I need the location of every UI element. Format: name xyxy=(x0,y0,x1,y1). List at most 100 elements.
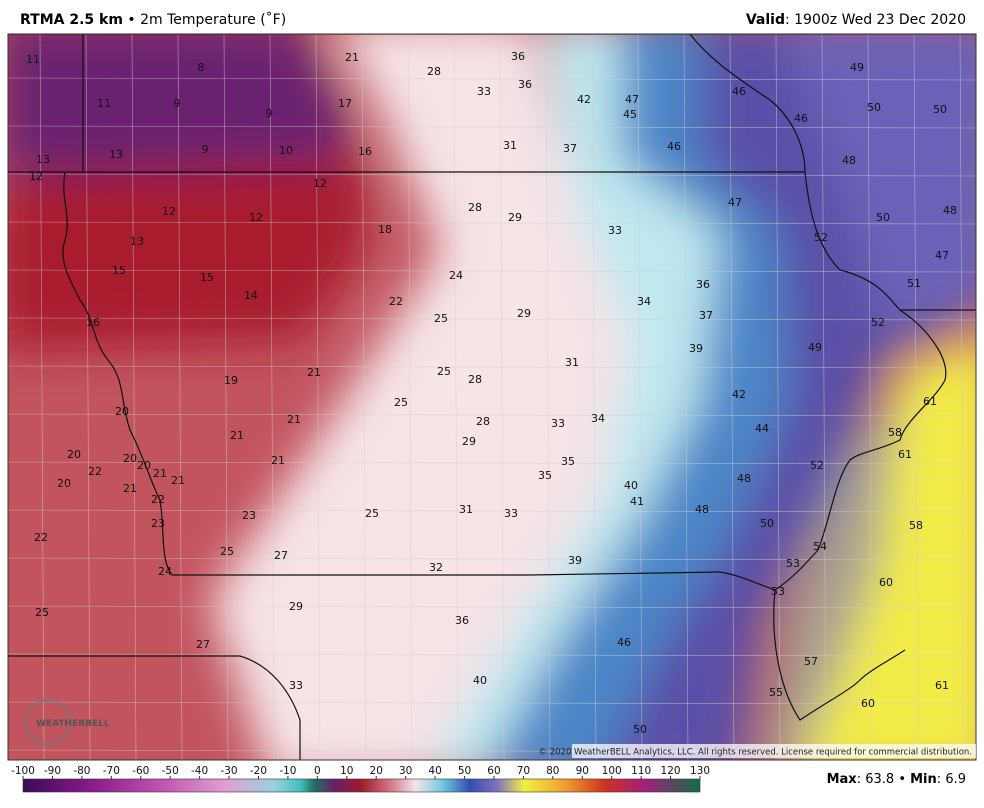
station-value: 36 xyxy=(511,50,525,63)
header: RTMA 2.5 km • 2m Temperature (˚F) Valid:… xyxy=(0,0,984,34)
station-value: 11 xyxy=(26,53,40,66)
station-value: 18 xyxy=(378,223,392,236)
colorbar-tick-label: 0 xyxy=(314,765,321,777)
station-value: 13 xyxy=(130,235,144,248)
station-value: 20 xyxy=(67,448,81,461)
station-value: 15 xyxy=(200,271,214,284)
station-value: 33 xyxy=(551,417,565,430)
county-line xyxy=(39,34,45,760)
station-value: 47 xyxy=(625,93,639,106)
station-value: 12 xyxy=(249,211,263,224)
station-value: 27 xyxy=(196,638,210,651)
station-value: 39 xyxy=(689,342,703,355)
station-value: 16 xyxy=(86,316,100,329)
min-label: Min xyxy=(910,772,937,787)
logo: WEATHERBELL xyxy=(24,698,110,746)
borders xyxy=(8,34,976,760)
station-value: 50 xyxy=(867,101,881,114)
copyright-bg xyxy=(572,744,976,758)
station-value: 37 xyxy=(699,309,713,322)
station-value: 24 xyxy=(158,565,172,578)
station-value: 48 xyxy=(695,503,709,516)
station-value: 35 xyxy=(538,469,552,482)
station-value: 28 xyxy=(468,201,482,214)
station-value: 29 xyxy=(508,211,522,224)
county-line xyxy=(959,34,965,760)
colorbar xyxy=(22,778,701,793)
colorbar-tick-label: -50 xyxy=(162,765,179,777)
station-value: 52 xyxy=(810,459,824,472)
colorbar-tick-label: 40 xyxy=(428,765,441,777)
station-value: 33 xyxy=(289,679,303,692)
county-line xyxy=(131,34,137,760)
max-value: 63.8 xyxy=(865,772,895,787)
station-value: 33 xyxy=(504,507,518,520)
station-value: 48 xyxy=(737,472,751,485)
station-value: 46 xyxy=(617,636,631,649)
station-value: 22 xyxy=(34,531,48,544)
valid-time: : 1900z Wed 23 Dec 2020 xyxy=(784,12,966,28)
station-value: 20 xyxy=(137,459,151,472)
colorbar-tick-label: 130 xyxy=(690,765,710,777)
max-label: Max xyxy=(826,772,857,787)
station-value: 31 xyxy=(503,139,517,152)
min-value: 6.9 xyxy=(945,772,966,787)
station-value: 34 xyxy=(637,295,651,308)
station-value: 9 xyxy=(174,97,181,110)
county-line xyxy=(8,365,976,369)
station-value: 20 xyxy=(123,452,137,465)
station-value: 21 xyxy=(287,413,301,426)
station-value: 8 xyxy=(198,61,205,74)
station-value: 25 xyxy=(434,312,448,325)
station-value: 58 xyxy=(888,426,902,439)
station-value: 15 xyxy=(112,264,126,277)
station-value: 42 xyxy=(732,388,746,401)
county-line xyxy=(8,77,976,81)
station-value: 46 xyxy=(667,140,681,153)
colorbar-tick-label: -60 xyxy=(132,765,149,777)
station-value: 9 xyxy=(266,107,273,120)
station-value: 40 xyxy=(624,479,638,492)
county-line xyxy=(867,34,873,760)
station-value: 47 xyxy=(728,196,742,209)
county-line xyxy=(729,34,735,760)
station-value: 29 xyxy=(462,435,476,448)
station-value: 29 xyxy=(289,600,303,613)
station-value: 21 xyxy=(230,429,244,442)
colorbar-tick-label: -100 xyxy=(11,765,35,777)
station-value: 58 xyxy=(909,519,923,532)
colorbar-tick-label: 100 xyxy=(602,765,622,777)
county-line xyxy=(8,461,976,465)
county-line xyxy=(591,34,597,760)
station-value: 40 xyxy=(473,674,487,687)
station-value: 36 xyxy=(696,278,710,291)
colorbar-tick-label: 50 xyxy=(458,765,471,777)
station-value: 25 xyxy=(437,365,451,378)
station-value: 25 xyxy=(394,396,408,409)
title-block: RTMA 2.5 km • 2m Temperature (˚F) xyxy=(20,12,286,28)
station-value: 9 xyxy=(202,143,209,156)
station-value: 23 xyxy=(151,517,165,530)
station-value: 25 xyxy=(365,507,379,520)
station-value: 12 xyxy=(29,170,43,183)
colorbar-tick-label: -40 xyxy=(191,765,208,777)
station-value: 25 xyxy=(35,606,49,619)
station-value: 28 xyxy=(468,373,482,386)
station-value: 21 xyxy=(307,366,321,379)
station-value: 48 xyxy=(943,204,957,217)
station-value: 36 xyxy=(455,614,469,627)
station-value: 49 xyxy=(850,61,864,74)
county-line xyxy=(637,34,643,760)
station-value: 10 xyxy=(279,144,293,157)
station-value: 22 xyxy=(389,295,403,308)
title: RTMA 2.5 km xyxy=(20,12,123,28)
station-value: 60 xyxy=(861,697,875,710)
logo-text: WEATHERBELL xyxy=(36,719,110,729)
valid-label: Valid xyxy=(745,12,785,28)
station-value: 48 xyxy=(842,154,856,167)
station-value: 31 xyxy=(459,503,473,516)
colorbar-tick-label: 120 xyxy=(661,765,681,777)
colorbar-tick-label: 30 xyxy=(399,765,412,777)
station-value: 28 xyxy=(427,65,441,78)
colorbar-tick-label: 70 xyxy=(517,765,530,777)
